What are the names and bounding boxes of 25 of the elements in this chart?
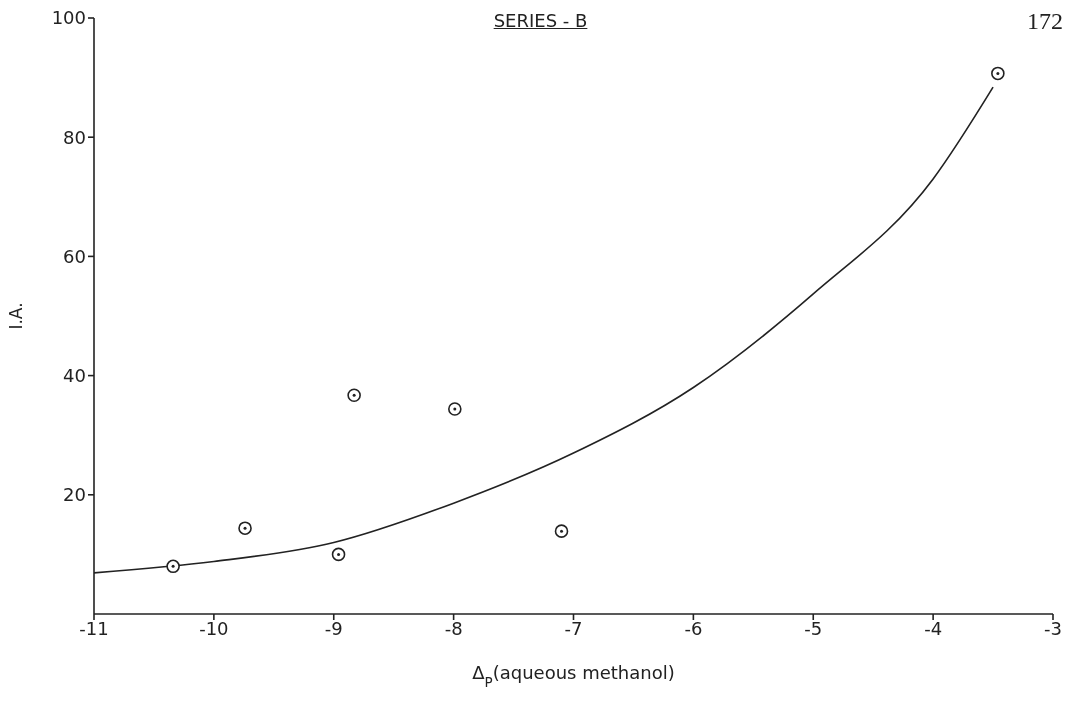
x-tick-label: -4 [924,617,943,639]
x-tick-label: -10 [199,617,229,639]
x-axis-title: Δ$_{P}$(aqueous methanol) [472,662,675,690]
point [991,66,1005,81]
x-tick-label: -11 [79,617,109,639]
point [238,521,252,535]
point [331,547,346,562]
y-axis-title: I.A. [6,302,27,330]
point [554,524,569,538]
point [347,388,361,403]
x-tick-label: -7 [564,617,583,639]
y-tick-label: 20 [63,484,86,506]
x-tick-label: -9 [324,617,343,639]
annotation: 172 [1027,8,1063,35]
y-tick-label: 80 [63,126,86,148]
point [448,402,462,416]
point [166,559,180,574]
x-tick-label: -6 [684,617,703,639]
y-tick-label: 40 [63,364,86,386]
x-tick-label: -5 [804,617,823,639]
x-tick-label: -8 [444,617,463,639]
x-tick-label: -3 [1044,617,1062,639]
chart-title: SERIES - B [493,10,588,31]
y-tick-label: 60 [63,245,86,267]
y-tick-label: 100 [51,7,86,29]
